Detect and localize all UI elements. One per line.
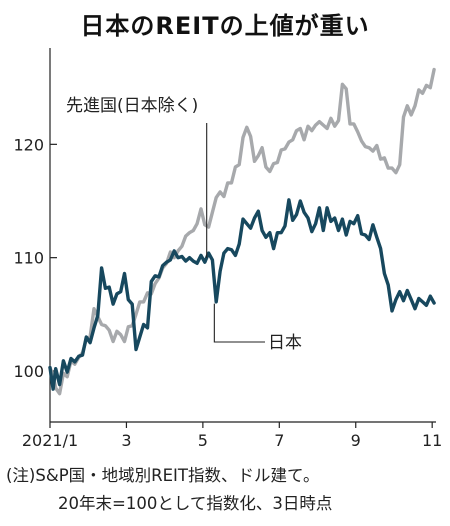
x-tick-label: 11	[422, 431, 442, 450]
y-tick-label: 110	[13, 249, 44, 268]
annotation-layer: 先進国(日本除く) 日本	[66, 96, 302, 353]
x-tick-label: 9	[351, 431, 361, 450]
footnote-line-2: 20年末=100として指数化、3日時点	[58, 494, 333, 513]
x-tick-label: 3	[121, 431, 131, 450]
y-tick-label: 100	[13, 362, 44, 381]
chart-title: 日本のREITの上値が重い	[80, 12, 370, 40]
x-tick-label: 2021/1	[22, 431, 78, 450]
series-line-developed_ex_japan	[48, 67, 436, 396]
chart-axes: 100 110 120 2021/1 3 5 7 9 11	[13, 48, 442, 450]
leader-line-japan	[213, 303, 265, 343]
line-chart: 100 110 120 2021/1 3 5 7 9 11 先進国(日本除く) 日本	[13, 48, 442, 450]
x-tick-label: 5	[198, 431, 208, 450]
footnote-line-1: (注)S&P国・地域別REIT指数、ドル建て。	[6, 466, 320, 485]
series-line-japan	[48, 198, 436, 391]
y-tick-label: 120	[13, 135, 44, 154]
series-label-japan: 日本	[268, 333, 302, 353]
series-label-developed: 先進国(日本除く)	[66, 96, 198, 116]
series-layer	[48, 67, 436, 396]
x-tick-label: 7	[274, 431, 284, 450]
